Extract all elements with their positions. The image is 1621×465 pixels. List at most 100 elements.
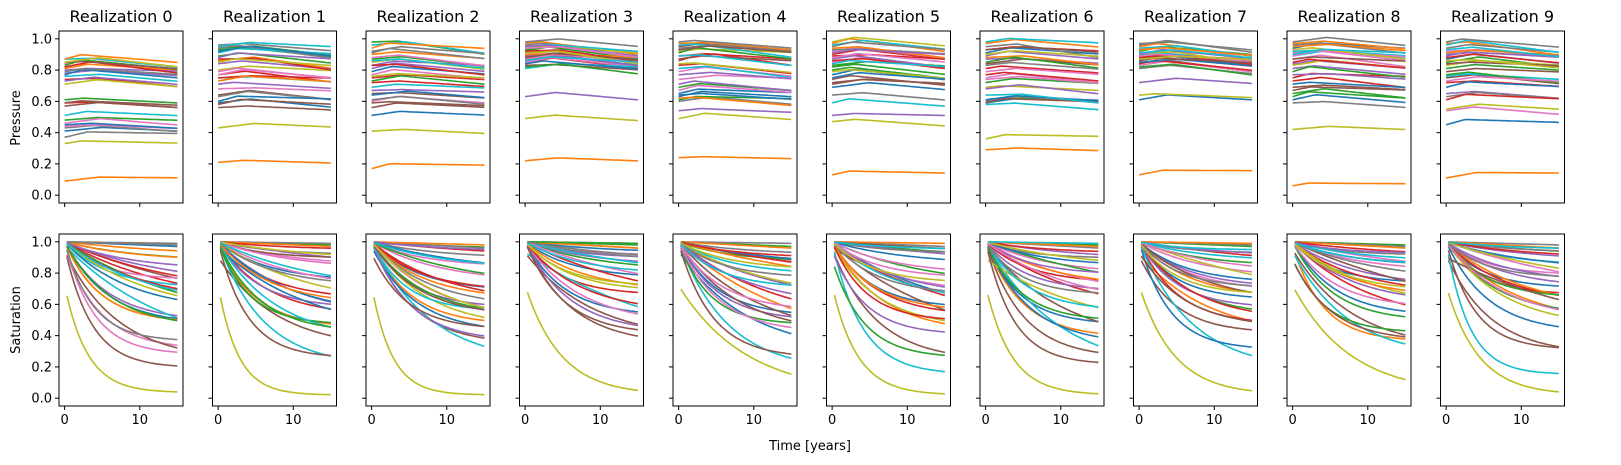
pressure-series-line (524, 60, 638, 70)
pressure-series-line (1292, 48, 1406, 56)
saturation-series-line (987, 246, 1099, 338)
series-group (1140, 241, 1253, 392)
saturation-series-line (66, 241, 178, 252)
saturation-series-line (680, 242, 792, 268)
saturation-series-line (680, 242, 792, 277)
saturation-series-line (1140, 246, 1253, 357)
saturation-series-line (66, 256, 178, 367)
saturation-series-line (680, 288, 792, 375)
pressure-series-line (1445, 171, 1559, 179)
y-tick-label: 0.6 (31, 95, 52, 110)
saturation-series-line (373, 241, 485, 251)
saturation-series-line (987, 243, 1099, 290)
pressure-series-line (371, 90, 485, 99)
axes-frame (672, 233, 798, 407)
saturation-series-line (1294, 264, 1406, 338)
axes-frame (365, 233, 491, 407)
series-group (680, 241, 792, 375)
y-tick-label: 1.0 (31, 32, 52, 47)
pressure-series-line (832, 78, 945, 85)
saturation-series-line (1294, 242, 1406, 272)
saturation-series-line (1140, 244, 1253, 313)
pressure-series-line (218, 75, 331, 79)
axes-frame (1133, 30, 1258, 204)
saturation-series-line (1294, 241, 1406, 259)
pressure-series-line (1292, 93, 1406, 104)
saturation-series-line (66, 250, 178, 353)
series-group (217, 41, 332, 164)
series-group (1445, 38, 1560, 179)
saturation-series-line (987, 242, 1099, 273)
pressure-subplot (1283, 30, 1412, 207)
axes-frame (1133, 233, 1258, 407)
saturation-series-line (526, 246, 639, 337)
pressure-series-line (985, 49, 1099, 58)
pressure-series-line (1292, 40, 1406, 50)
panel-title: Realization 2 (376, 7, 479, 26)
saturation-series-line (1141, 241, 1252, 259)
y-axis-label-pressure: Pressure (9, 90, 24, 146)
y-tick-label: 0.4 (31, 126, 52, 141)
saturation-series-line (987, 241, 1099, 253)
saturation-series-line (373, 250, 485, 328)
pressure-subplot (1436, 30, 1565, 207)
pressure-series-line (1139, 49, 1252, 59)
saturation-series-line (373, 243, 485, 288)
series-group (64, 53, 178, 182)
saturation-series-line (1140, 292, 1252, 392)
pressure-series-line (1139, 58, 1252, 67)
pressure-series-line (1445, 93, 1559, 101)
saturation-subplot: 0 10 (208, 233, 337, 428)
pressure-series-line (678, 43, 792, 58)
saturation-series-line (1140, 243, 1252, 287)
saturation-series-line (987, 241, 1099, 264)
pressure-series-line (985, 147, 1099, 152)
pressure-series-line (371, 102, 485, 109)
pressure-series-line (832, 92, 945, 101)
pressure-series-line (831, 59, 945, 68)
y-tick-label: 0.8 (31, 267, 52, 282)
x-tick-label: 0 (981, 413, 989, 428)
pressure-series-line (678, 45, 792, 53)
pressure-series-line (1445, 103, 1559, 110)
pressure-series-line (832, 112, 945, 117)
saturation-series-line (834, 242, 945, 270)
saturation-series-line (527, 241, 639, 275)
saturation-series-line (987, 246, 1099, 323)
pressure-series-line (832, 63, 945, 76)
saturation-series-line (526, 243, 638, 285)
pressure-series-line (371, 73, 485, 81)
saturation-series-line (1447, 243, 1560, 310)
saturation-series-line (66, 295, 178, 393)
saturation-series-line (1141, 241, 1252, 251)
axes-frame (826, 233, 951, 407)
saturation-series-line (1447, 254, 1559, 375)
saturation-series-line (1140, 249, 1252, 348)
pressure-series-line (371, 80, 485, 88)
series-group (831, 36, 945, 176)
pressure-series-line (1292, 90, 1406, 99)
saturation-series-line (220, 241, 331, 265)
series-group (678, 39, 792, 160)
saturation-series-line (1294, 245, 1406, 318)
pressure-series-line (218, 159, 331, 164)
pressure-series-line (64, 100, 178, 106)
saturation-series-line (680, 243, 792, 286)
saturation-series-line (987, 241, 1099, 245)
saturation-series-line (527, 241, 638, 245)
saturation-series-line (220, 242, 332, 277)
y-tick-label: 0.2 (31, 157, 52, 172)
pressure-series-line (832, 118, 945, 127)
pressure-series-line (217, 95, 331, 103)
pressure-series-line (1446, 67, 1559, 73)
axes-frame (1440, 30, 1565, 204)
pressure-series-line (1139, 63, 1253, 76)
panel-title: Realization 8 (1297, 7, 1400, 26)
saturation-series-line (66, 241, 178, 245)
saturation-series-line (219, 247, 332, 357)
pressure-series-line (678, 43, 792, 53)
saturation-series-line (987, 294, 1099, 395)
saturation-series-line (1447, 259, 1560, 348)
saturation-series-line (66, 254, 178, 349)
pressure-series-line (678, 41, 792, 51)
